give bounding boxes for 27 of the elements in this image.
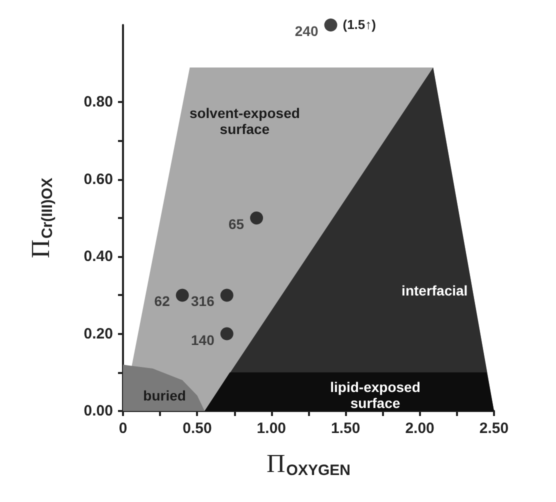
annotation: interfacial [402, 282, 468, 300]
y-tick-label: 0.00 [84, 402, 113, 420]
annotation: lipid-exposed surface [329, 378, 422, 412]
point [324, 18, 338, 32]
series-label: 240 [294, 23, 318, 39]
point [220, 327, 234, 340]
series-label: 62 [154, 293, 170, 310]
x-tick-label: 1.00 [256, 420, 286, 437]
annotation: (1.5↑) [342, 17, 376, 33]
y-axis-title: ΠCr(III)OX [26, 178, 56, 258]
point [250, 212, 264, 224]
annotation: solvent-exposed surface [188, 104, 301, 138]
point [176, 288, 189, 302]
x-tick-label: 0.50 [182, 420, 212, 437]
y-tick-label: 0.60 [84, 170, 113, 188]
point [220, 288, 234, 302]
series-label: 316 [191, 293, 215, 310]
x-tick-label: 0 [118, 420, 128, 437]
series-label: 65 [228, 216, 244, 232]
y-tick-label: 0.20 [84, 325, 113, 342]
x-tick-label: 2.00 [405, 420, 434, 437]
y-tick-label: 0.40 [84, 248, 113, 266]
y-tick-label: 0.80 [84, 94, 113, 111]
x-tick-label: 1.50 [331, 420, 360, 437]
annotation: buried [143, 387, 186, 404]
series-label: 140 [191, 332, 215, 348]
x-tick-label: 2.50 [479, 420, 509, 437]
